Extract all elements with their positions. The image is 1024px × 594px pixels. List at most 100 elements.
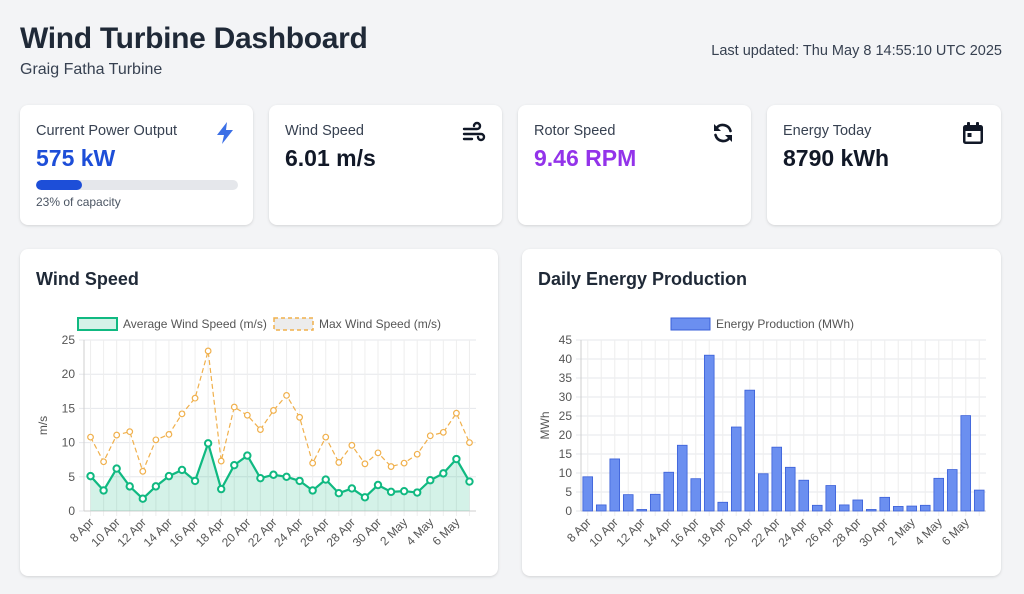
- energy-bar: [636, 509, 648, 512]
- energy-bar: [825, 485, 837, 512]
- energy-bar: [973, 489, 985, 512]
- energy-bar: [946, 469, 958, 512]
- capacity-progress-fill: [36, 180, 83, 190]
- average-wind-point: [138, 494, 148, 503]
- x-tick-label: 22 Apr: [245, 515, 279, 549]
- wind-speed-value: 6.01 m/s: [285, 145, 376, 171]
- energy-bar: [676, 444, 688, 512]
- average-wind-point: [256, 473, 265, 483]
- average-wind-point: [99, 486, 108, 495]
- max-wind-point: [204, 347, 212, 355]
- turbine-name: Graig Fatha Turbine: [20, 61, 163, 78]
- max-wind-point: [139, 467, 147, 475]
- max-wind-point: [413, 450, 421, 458]
- legend-label-average: Average Wind Speed (m/s): [123, 317, 267, 331]
- average-wind-point: [360, 493, 370, 502]
- average-wind-point: [151, 482, 161, 491]
- y-tick-label: 15: [559, 447, 573, 461]
- max-wind-point: [374, 449, 382, 457]
- average-wind-point: [399, 486, 409, 496]
- page-title: Wind Turbine Dashboard: [20, 22, 368, 55]
- average-wind-point: [465, 477, 474, 486]
- average-wind-point: [230, 460, 239, 470]
- last-updated: Last updated: Thu May 8 14:55:10 UTC 202…: [711, 43, 1002, 59]
- energy-chart-title: Daily Energy Production: [538, 269, 748, 289]
- energy-bar: [744, 389, 756, 512]
- energy-bar: [784, 466, 796, 512]
- x-tick-label: 30 Apr: [350, 515, 384, 549]
- energy-bar: [811, 504, 823, 512]
- wind-speed-label: Wind Speed: [285, 123, 364, 139]
- energy-bar: [730, 426, 742, 512]
- energy-bar: [717, 501, 729, 512]
- max-wind-point: [113, 431, 121, 439]
- x-tick-label: 14 Apr: [640, 515, 674, 549]
- y-tick-label: 30: [559, 390, 573, 404]
- average-wind-point: [452, 454, 461, 464]
- x-tick-label: 22 Apr: [748, 515, 782, 549]
- x-tick-label: 26 Apr: [802, 515, 836, 549]
- energy-bar: [757, 473, 769, 512]
- x-tick-label: 6 May: [939, 515, 972, 548]
- energy-bar: [852, 499, 864, 512]
- legend-label-max: Max Wind Speed (m/s): [319, 317, 441, 331]
- average-wind-point: [112, 464, 121, 473]
- rotor-speed-label: Rotor Speed: [534, 123, 616, 139]
- average-wind-point: [373, 480, 383, 490]
- energy-bar: [892, 506, 904, 512]
- y-tick-label: 25: [559, 409, 573, 423]
- energy-today-value: 8790 kWh: [783, 145, 890, 171]
- sync-icon: [714, 123, 732, 143]
- energy-bar: [906, 505, 918, 512]
- y-tick-label: 40: [559, 352, 573, 366]
- max-wind-point: [87, 433, 94, 441]
- max-wind-point: [387, 463, 395, 470]
- x-tick-label: 24 Apr: [271, 515, 305, 549]
- energy-chart-card: Daily Energy Production 0 5 10 15 20 25 30 35 40…: [522, 249, 1001, 576]
- rotor-speed-value: 9.46 RPM: [534, 145, 637, 171]
- max-wind-point: [361, 460, 369, 468]
- calendar-icon: [963, 122, 983, 144]
- y-tick-label: 10: [62, 436, 76, 450]
- energy-bar: [919, 504, 931, 512]
- x-tick-label: 28 Apr: [829, 515, 863, 549]
- y-tick-label: 0: [565, 504, 572, 518]
- max-wind-point: [126, 428, 134, 436]
- max-wind-point: [191, 394, 199, 402]
- wind-speed-card: Wind Speed 6.01 m/s: [269, 105, 502, 225]
- y-tick-label: 25: [62, 333, 76, 347]
- y-tick-label: 0: [68, 504, 75, 518]
- x-tick-label: 4 May: [403, 515, 436, 548]
- max-wind-point: [296, 413, 304, 421]
- energy-bar: [663, 471, 675, 512]
- x-tick-label: 6 May: [430, 515, 463, 548]
- average-wind-area: [90, 443, 470, 511]
- legend-swatch-energy: [670, 317, 711, 331]
- energy-bar: [582, 476, 594, 512]
- max-wind-point: [243, 411, 251, 419]
- max-wind-point: [348, 441, 356, 449]
- power-output-label: Current Power Output: [36, 123, 178, 139]
- energy-bar: [933, 477, 945, 512]
- x-tick-label: 18 Apr: [193, 515, 227, 549]
- max-wind-point: [270, 407, 277, 414]
- legend-swatch-average: [77, 317, 118, 331]
- average-wind-point: [413, 488, 422, 497]
- energy-today-card: Energy Today 8790 kWh: [767, 105, 1001, 225]
- average-wind-point: [203, 439, 213, 448]
- y-tick-label: 10: [559, 466, 573, 480]
- x-tick-label: 18 Apr: [694, 515, 728, 549]
- legend-swatch-max: [273, 317, 314, 331]
- average-wind-point: [439, 469, 448, 478]
- x-tick-label: 16 Apr: [667, 515, 701, 549]
- x-tick-label: 10 Apr: [88, 515, 122, 549]
- average-wind-point: [282, 472, 291, 482]
- x-tick-label: 12 Apr: [114, 515, 148, 549]
- average-wind-point: [217, 484, 226, 494]
- average-wind-point: [243, 451, 252, 460]
- energy-bar: [703, 354, 715, 512]
- x-tick-label: 14 Apr: [141, 515, 175, 549]
- x-tick-label: 12 Apr: [613, 515, 647, 549]
